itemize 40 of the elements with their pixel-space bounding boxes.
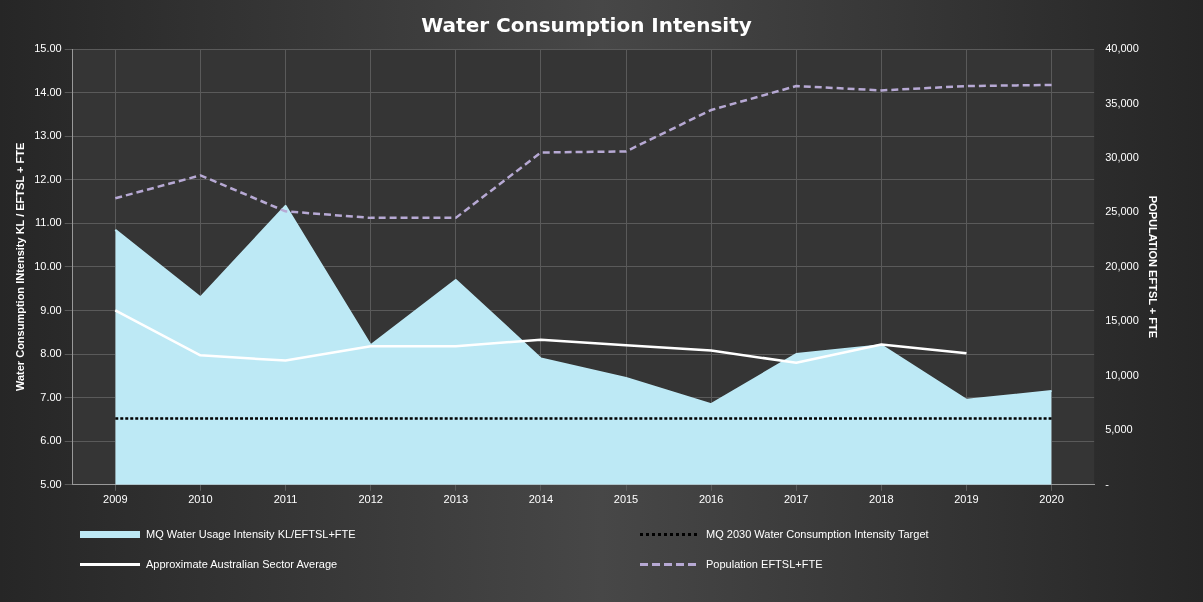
x-tick-label: 2013 [443,493,468,506]
y2-tick-label: 35,000 [1105,96,1139,109]
y2-tick-label: 15,000 [1105,314,1139,327]
y-tick-label: 10.00 [34,259,62,272]
legend-label: MQ 2030 Water Consumption Intensity Target [706,528,929,540]
y-tick-label: 6.00 [40,434,62,447]
y-tick-label: 13.00 [34,129,62,142]
legend-label: Approximate Australian Sector Average [146,558,338,570]
x-tick-label: 2017 [784,493,809,506]
x-tick-label: 2015 [613,493,639,506]
y-tick-label: 9.00 [40,303,62,316]
legend-label: Population EFTSL+FTE [706,558,823,570]
y2-tick-label: 10,000 [1105,368,1139,381]
line-series [114,83,1053,220]
x-tick-label: 2012 [358,493,383,506]
y-tick-label: 15.00 [34,42,62,55]
chart-title: Water Consumption Intensity [421,13,752,38]
y2-tick-label: 25,000 [1105,205,1139,218]
y-tick-label: 8.00 [40,347,62,360]
x-tick-label: 2009 [103,493,128,506]
x-tick-label: 2010 [188,493,213,506]
x-tick-label: 2011 [273,493,298,506]
y2-axis-title: POPULATION EFTSL + FTE [1147,195,1160,339]
y-axis-title: Water Consumption INtensity KL / EFTSL + FTE [13,142,26,392]
y-tick-label: 11.00 [35,216,62,229]
y2-tick-label: 30,000 [1105,150,1139,163]
y2-tick-label: 20,000 [1105,259,1139,272]
x-tick-label: 2014 [528,493,554,506]
y2-tick-label: 5,000 [1105,423,1133,436]
y-tick-label: 12.00 [34,172,62,185]
y-tick-label: 14.00 [34,85,62,98]
x-tick-label: 2018 [869,493,894,506]
x-tick-label: 2019 [954,493,979,506]
y2-tick-label: - [1105,477,1110,490]
x-tick-label: 2016 [698,493,724,506]
y-tick-label: 7.00 [40,390,62,403]
legend-label: MQ Water Usage Intensity KL/EFTSL+FTE [146,528,356,540]
x-tick-label: 2020 [1039,493,1064,506]
y-tick-label: 5.00 [40,477,62,490]
y2-tick-label: 40,000 [1105,42,1139,55]
